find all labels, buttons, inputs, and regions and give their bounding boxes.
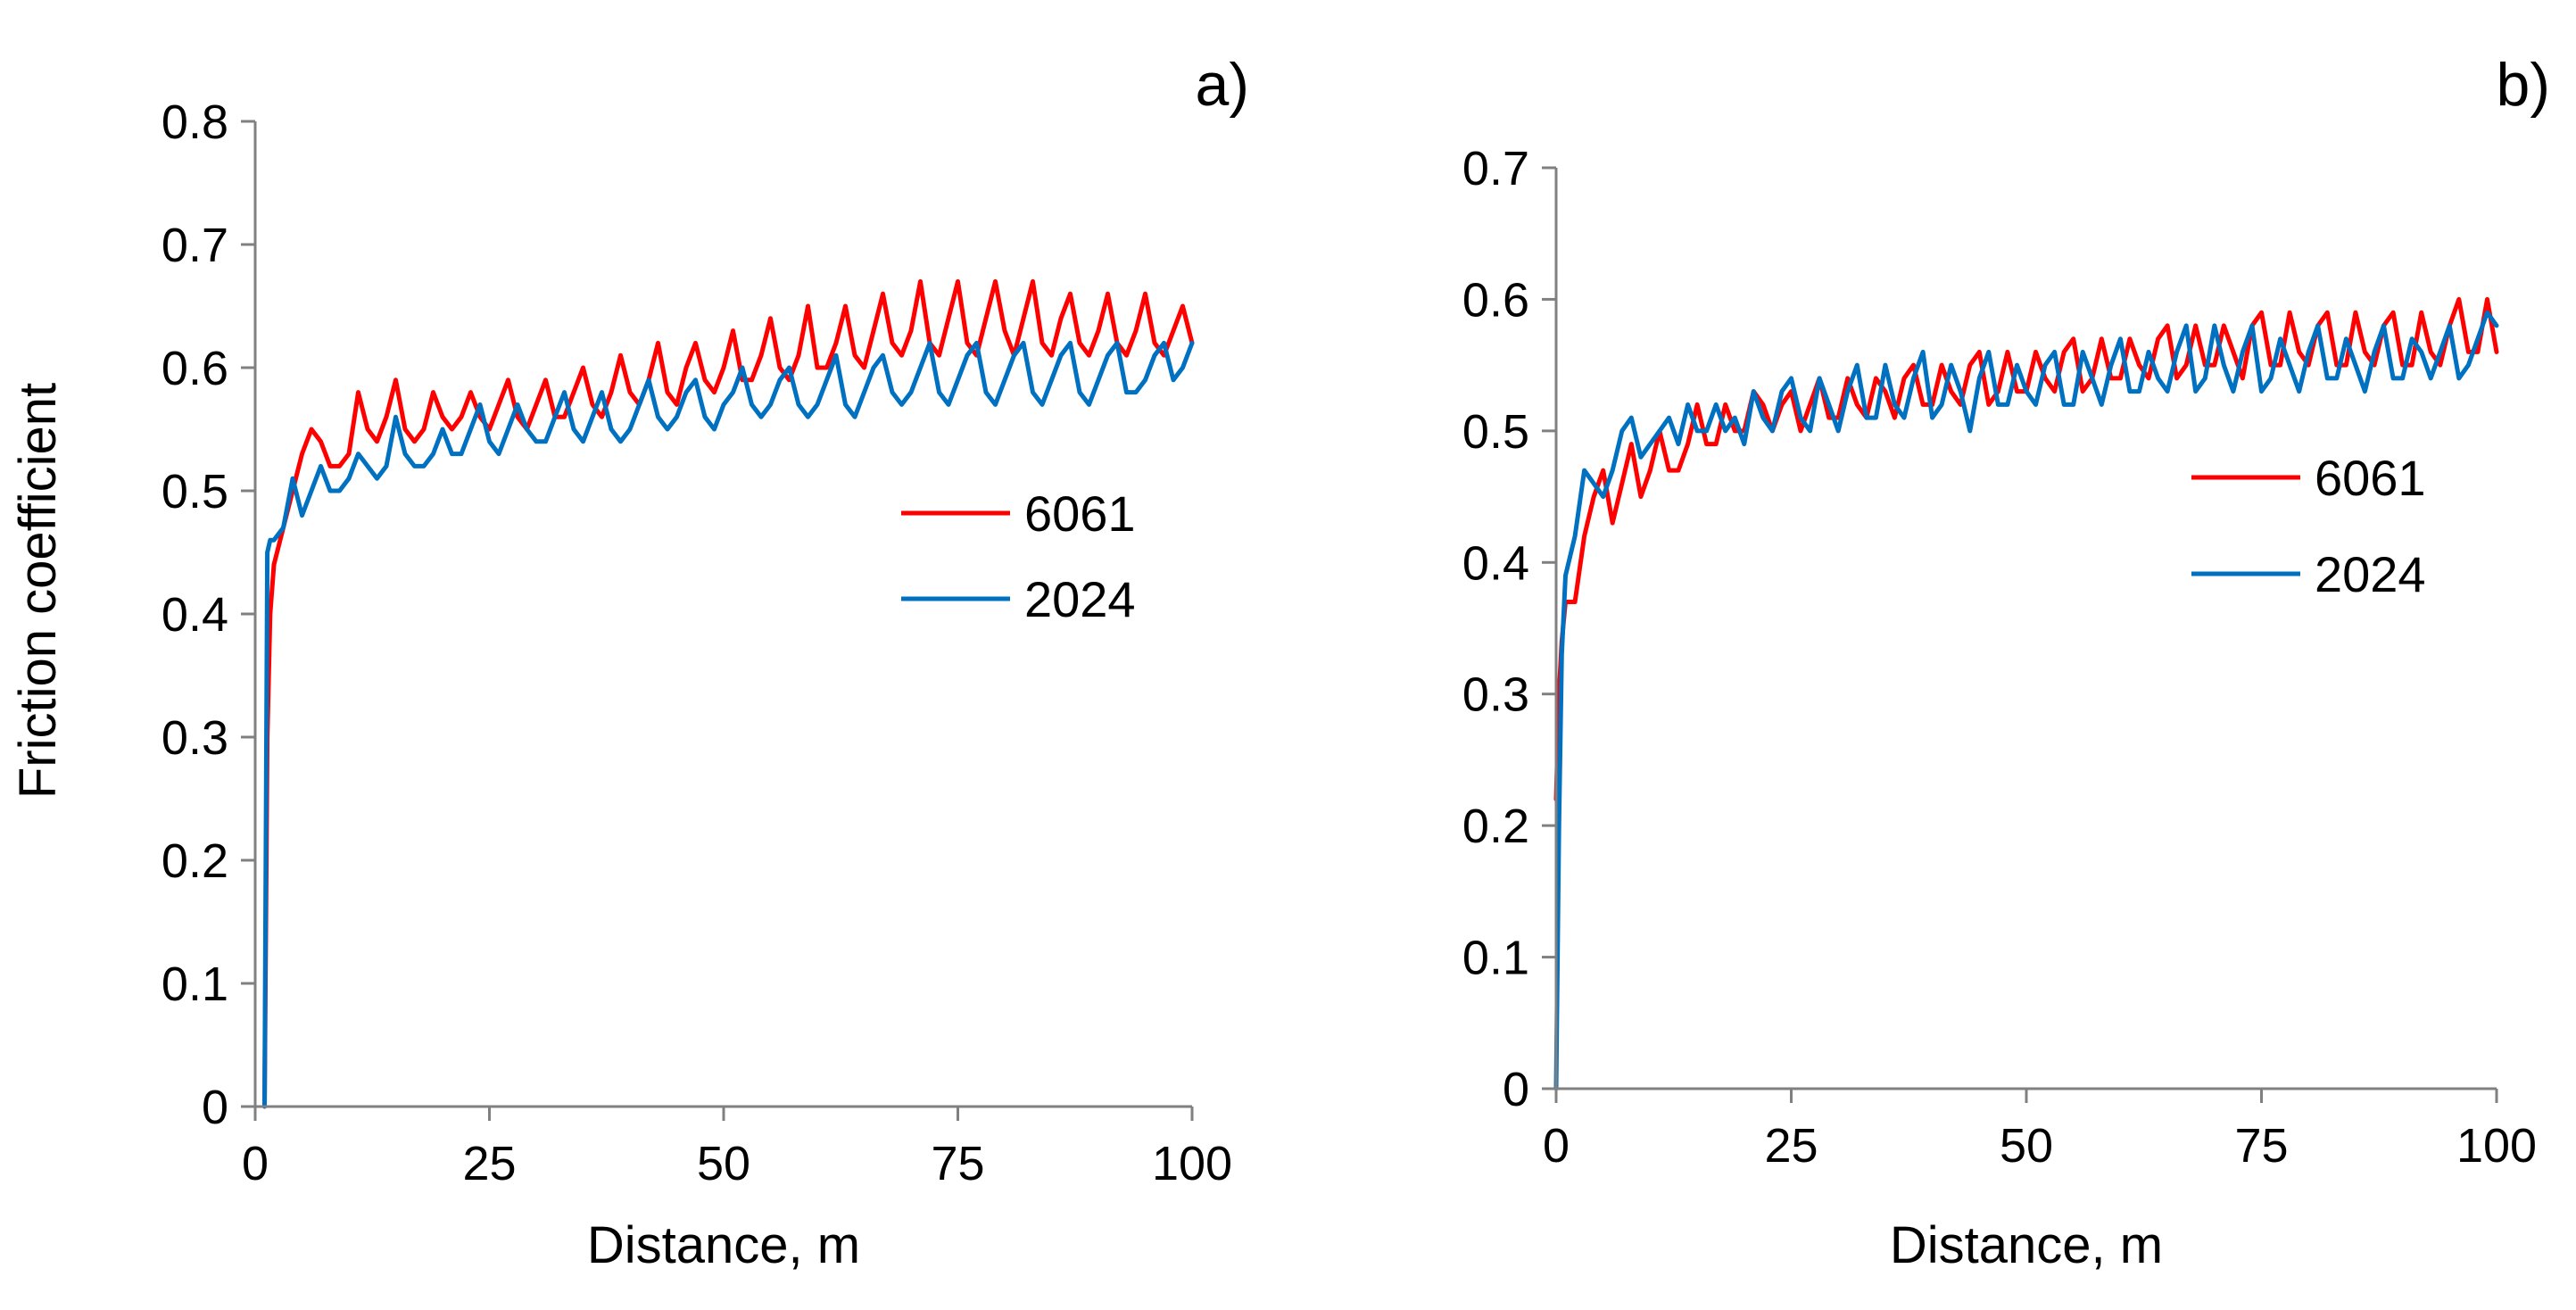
y-tick-label-b: 0 xyxy=(1503,1063,1529,1116)
y-tick-label-b: 0.3 xyxy=(1462,668,1529,722)
x-tick-label-b: 0 xyxy=(1543,1119,1570,1173)
y-tick-label-a: 0.4 xyxy=(162,588,228,642)
x-tick-label-a: 50 xyxy=(697,1137,750,1190)
x-axis-title-a: Distance, m xyxy=(587,1216,860,1274)
x-tick-label-a: 75 xyxy=(931,1137,984,1190)
x-tick-label-a: 25 xyxy=(462,1137,516,1190)
y-axis-title-a: Friction coefficient xyxy=(9,383,67,799)
y-tick-label-a: 0.1 xyxy=(162,958,228,1011)
y-tick-label-b: 0.6 xyxy=(1462,273,1529,327)
y-tick-label-a: 0.5 xyxy=(162,465,228,518)
y-tick-label-b: 0.4 xyxy=(1462,536,1529,590)
series-line-6061-a xyxy=(262,278,1195,1109)
legend-label-2024-a: 2024 xyxy=(1024,571,1136,627)
y-tick-label-a: 0.2 xyxy=(162,834,228,888)
y-tick-label-a: 0 xyxy=(202,1081,228,1134)
legend-label-6061-a: 6061 xyxy=(1024,485,1136,542)
series-line-2024-a xyxy=(262,340,1195,1109)
series-line-6061-b xyxy=(1553,296,2499,802)
x-tick-label-a: 0 xyxy=(242,1137,269,1190)
panel-label-a: a) xyxy=(1196,51,1249,119)
y-tick-label-b: 0.2 xyxy=(1462,800,1529,853)
series-line-2024-b xyxy=(1553,310,2499,1091)
legend-label-6061-b: 6061 xyxy=(2315,450,2426,506)
y-tick-label-b: 0.5 xyxy=(1462,405,1529,459)
y-tick-label-a: 0.8 xyxy=(162,95,228,149)
x-tick-label-a: 100 xyxy=(1152,1137,1232,1190)
y-tick-label-a: 0.6 xyxy=(162,342,228,395)
x-tick-label-b: 25 xyxy=(1764,1119,1818,1173)
x-tick-label-b: 50 xyxy=(2000,1119,2053,1173)
y-tick-label-a: 0.7 xyxy=(162,219,228,272)
legend-label-2024-b: 2024 xyxy=(2315,546,2426,602)
y-tick-label-a: 0.3 xyxy=(162,711,228,765)
chart-panel-a: 0 0.1 0.2 0.3 0.4 0.5 0.6 0.7 0.8 0 25 50 75 100 Dista… xyxy=(9,51,1249,1274)
y-tick-label-b: 0.1 xyxy=(1462,932,1529,985)
x-tick-label-b: 100 xyxy=(2456,1119,2537,1173)
x-tick-label-b: 75 xyxy=(2234,1119,2288,1173)
y-tick-label-b: 0.7 xyxy=(1462,142,1529,195)
x-axis-title-b: Distance, m xyxy=(1890,1216,2163,1274)
chart-panel-b: 0 0.1 0.2 0.3 0.4 0.5 0.6 0.7 0 25 50 75 100 Distance… xyxy=(1462,51,2550,1274)
panel-label-b: b) xyxy=(2497,51,2550,119)
